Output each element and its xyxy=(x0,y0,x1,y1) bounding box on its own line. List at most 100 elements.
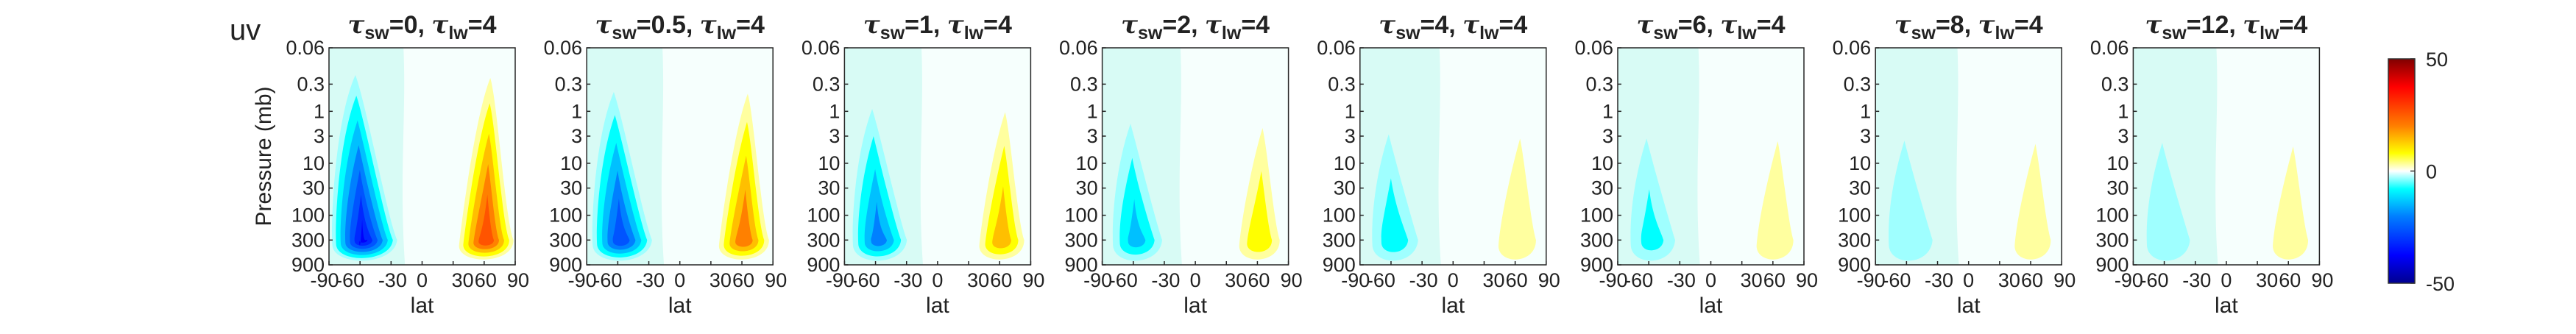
y-tick-label: 1 xyxy=(314,100,325,122)
x-tick-label: -30 xyxy=(1151,269,1180,291)
y-tick-label: 0.3 xyxy=(1844,73,1872,95)
y-tick-label: 300 xyxy=(549,229,582,251)
x-axis-label: lat xyxy=(1957,294,1981,318)
x-tick-label: 30 xyxy=(1741,269,1763,291)
y-tick-label: 1 xyxy=(1345,100,1356,122)
x-axis-label: lat xyxy=(1441,294,1465,318)
x-tick-label: -30 xyxy=(636,269,665,291)
colorbar-tick-label: -50 xyxy=(2426,273,2455,295)
title-part: τ xyxy=(431,10,448,40)
colorbar: 50 0 -50 xyxy=(2388,49,2455,295)
panel-title: τsw=6, τlw=4 xyxy=(1637,10,1786,43)
x-tick-label: 60 xyxy=(2021,269,2043,291)
colorbar-tick-label: 0 xyxy=(2426,161,2437,183)
y-tick-label: 100 xyxy=(291,205,325,227)
title-part: =4 xyxy=(736,11,765,39)
x-tick-label: -30 xyxy=(1409,269,1438,291)
y-tick-label: 0.06 xyxy=(1317,37,1356,59)
y-tick-label: 1 xyxy=(1087,100,1098,122)
x-tick-label: 90 xyxy=(1538,269,1560,291)
contour-pos-level-2 xyxy=(1247,171,1273,252)
title-part: =6, xyxy=(1678,11,1721,39)
x-tick-label: -30 xyxy=(2182,269,2211,291)
panel-title: τsw=12, τlw=4 xyxy=(2145,10,2307,43)
y-tick-label: 100 xyxy=(2095,205,2129,227)
y-tick-label: 10 xyxy=(560,152,582,174)
title-part: =0.5, xyxy=(637,11,700,39)
x-tick-label: 0 xyxy=(932,269,943,291)
colorbar-ticks: 50 0 -50 xyxy=(2410,49,2455,295)
y-tick-label: 0.06 xyxy=(286,37,325,59)
contour-neg-level-2 xyxy=(1641,189,1664,251)
x-tick-label: -60 xyxy=(2140,269,2169,291)
x-tick-label: 30 xyxy=(452,269,474,291)
contour-pos-level-1 xyxy=(2014,143,2051,260)
y-tick-label: 3 xyxy=(571,125,582,147)
y-tick-label: 30 xyxy=(1334,177,1356,199)
title-part: =4 xyxy=(2279,11,2308,39)
x-tick-label: -60 xyxy=(1882,269,1911,291)
y-tick-label: 300 xyxy=(1065,229,1098,251)
y-tick-label: 0.06 xyxy=(1833,37,1872,59)
contour-neg-level-5 xyxy=(612,198,630,246)
x-tick-label: 60 xyxy=(1248,269,1270,291)
y-tick-label: 100 xyxy=(1838,205,1871,227)
x-tick-label: -60 xyxy=(1624,269,1653,291)
title-part: =4, xyxy=(1420,11,1463,39)
y-tick-label: 1 xyxy=(571,100,582,122)
x-tick-label: -60 xyxy=(1367,269,1395,291)
contour-pos-level-5 xyxy=(478,194,495,246)
x-tick-label: 0 xyxy=(2221,269,2232,291)
y-tick-label: 0.06 xyxy=(1059,37,1098,59)
x-tick-label: -30 xyxy=(1925,269,1953,291)
y-tick-label: 0.06 xyxy=(544,37,583,59)
y-tick-label: 900 xyxy=(1323,254,1356,276)
x-tick-label: -90 xyxy=(1599,269,1627,291)
x-tick-label: -30 xyxy=(894,269,922,291)
title-part: lw xyxy=(2260,23,2279,43)
y-tick-label: 900 xyxy=(549,254,582,276)
y-tick-label: 100 xyxy=(549,205,582,227)
x-axis-label: lat xyxy=(2215,294,2238,318)
panel-title: τsw=1, τlw=4 xyxy=(863,10,1012,43)
colorbar-tick-label: 50 xyxy=(2426,49,2448,71)
y-tick-label: 100 xyxy=(1580,205,1613,227)
title-part: lw xyxy=(964,23,984,43)
title-part: τ xyxy=(1894,10,1911,40)
y-tick-label: 10 xyxy=(302,152,325,174)
y-axis-label: Pressure (mb) xyxy=(252,86,276,226)
y-tick-label: 30 xyxy=(1591,177,1613,199)
x-tick-label: 90 xyxy=(1281,269,1303,291)
title-part: τ xyxy=(2243,10,2260,40)
contour-neg-level-1 xyxy=(2146,142,2190,261)
x-tick-label: 60 xyxy=(1506,269,1528,291)
title-part: sw xyxy=(1653,23,1678,43)
x-axis-label: lat xyxy=(1699,294,1723,318)
y-tick-label: 0.06 xyxy=(2090,37,2129,59)
x-tick-label: 60 xyxy=(990,269,1012,291)
y-tick-label: 0.3 xyxy=(813,73,841,95)
x-tick-label: 60 xyxy=(475,269,497,291)
x-tick-label: 60 xyxy=(732,269,754,291)
title-part: sw xyxy=(1911,23,1936,43)
title-part: τ xyxy=(1205,10,1222,40)
y-tick-label: 300 xyxy=(291,229,325,251)
contour-pos-level-1 xyxy=(1756,141,1794,260)
x-tick-label: 90 xyxy=(507,269,529,291)
x-axis-label: lat xyxy=(1183,294,1207,318)
x-tick-label: -30 xyxy=(378,269,407,291)
contour-neg-level-1 xyxy=(1630,138,1675,261)
y-tick-label: 900 xyxy=(2095,254,2129,276)
y-tick-label: 30 xyxy=(818,177,840,199)
panel-title: τsw=0, τlw=4 xyxy=(348,10,497,43)
title-part: =4 xyxy=(468,11,497,39)
y-tick-label: 30 xyxy=(2106,177,2129,199)
contour-neg-level-3 xyxy=(864,168,894,252)
title-part: =4 xyxy=(1499,11,1528,39)
y-tick-label: 0.06 xyxy=(1574,37,1613,59)
title-part: lw xyxy=(1479,23,1499,43)
x-tick-label: -90 xyxy=(310,269,339,291)
